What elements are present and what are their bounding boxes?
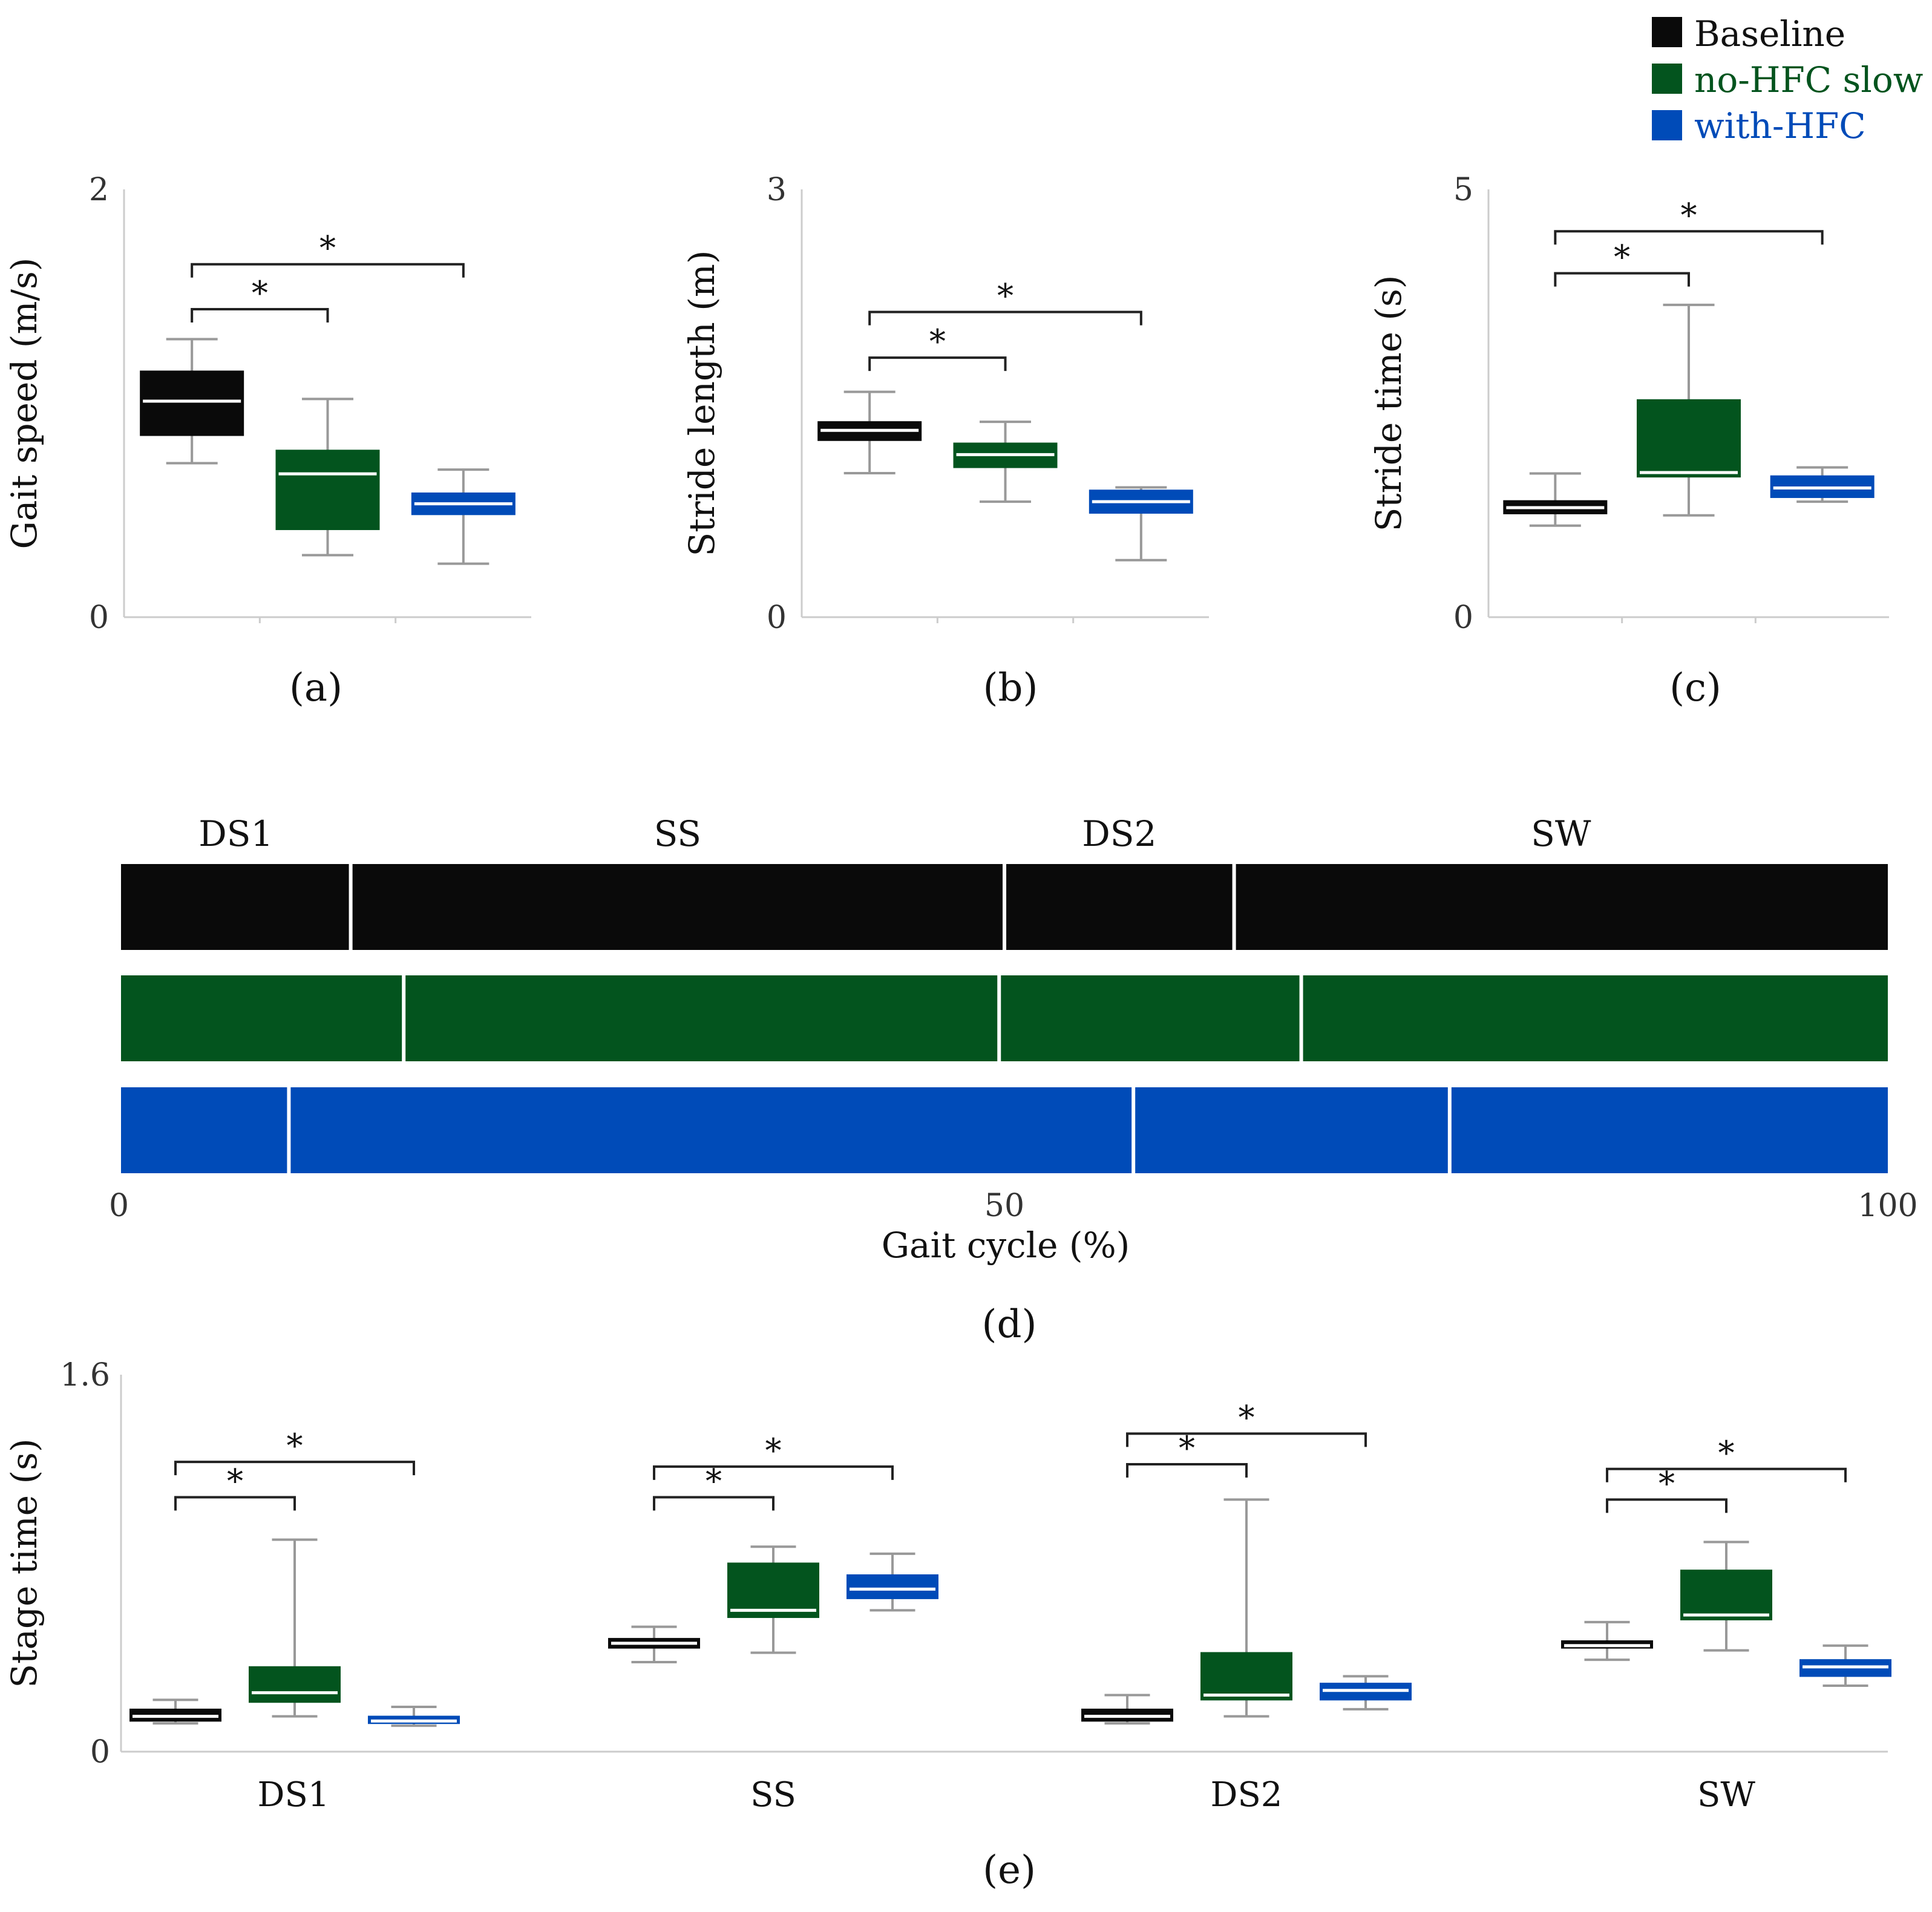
significance-ds1-1-bracket: [174, 1461, 415, 1476]
category-label-ds1: DS1: [258, 1775, 330, 1815]
significance-sw-1-star: *: [1718, 1434, 1735, 1472]
y-tick-label: 5: [1453, 172, 1473, 208]
significance-1-bracket: [868, 310, 1142, 326]
phase-label-ds2: DS2: [1082, 813, 1156, 854]
legend-label-with_hfc: with-HFC: [1694, 105, 1866, 146]
panel-label: (e): [983, 1848, 1036, 1893]
significance-ds2-1-star: *: [1239, 1398, 1255, 1436]
box-baseline-box: [140, 370, 244, 436]
y-axis-title: Stride length (m): [681, 250, 722, 557]
significance-sw-0-star: *: [1659, 1464, 1675, 1502]
y-axis-title: Stride time (s): [1368, 275, 1409, 532]
legend-label-baseline: Baseline: [1694, 13, 1845, 54]
panel-label: (b): [983, 666, 1038, 710]
significance-ds2-0-bracket: [1126, 1462, 1248, 1478]
phase-label-ds1: DS1: [198, 813, 273, 854]
x-tick-label: 100: [1858, 1188, 1917, 1224]
significance-ds2-0-star: *: [1179, 1429, 1195, 1467]
y-tick-label: 0: [90, 1734, 110, 1770]
panel-label: (c): [1669, 666, 1721, 710]
significance-1-star: *: [319, 229, 336, 267]
significance-ss-0-bracket: [653, 1496, 774, 1511]
phase-bar-with_hfc: [121, 1087, 1888, 1173]
phase-label-sw: SW: [1531, 813, 1591, 854]
category-label-ss: SS: [750, 1775, 796, 1815]
x-tick-label: 50: [984, 1188, 1024, 1224]
category-label-sw: SW: [1697, 1775, 1755, 1815]
significance-ds2-1-bracket: [1126, 1432, 1367, 1447]
panel-label: (a): [289, 666, 342, 710]
significance-sw-1-bracket: [1606, 1467, 1847, 1482]
legend-swatch-with_hfc: [1652, 110, 1682, 140]
panel-d-gait-cycle: DS1 SS DS2 SW 0 50 100 Gait cycle (%) (d): [109, 813, 1918, 1347]
y-axis-title: Stage time (s): [4, 1438, 45, 1688]
box-ds1-no_hfc_slow-box: [249, 1666, 341, 1703]
significance-1-star: *: [1681, 196, 1697, 234]
significance-1-star: *: [997, 277, 1013, 315]
significance-ds1-0-bracket: [174, 1496, 296, 1511]
panel-label: (d): [982, 1302, 1037, 1347]
x-tick-label: 0: [109, 1188, 129, 1224]
legend-label-no_hfc_slow: no-HFC slow: [1694, 59, 1923, 100]
phase-bar-no_hfc_slow: [121, 975, 1888, 1061]
significance-0-star: *: [929, 322, 946, 361]
significance-ss-1-bracket: [653, 1465, 894, 1480]
legend: Baseline no-HFC slow with-HFC: [1652, 13, 1923, 146]
box-no_hfc_slow-box: [275, 450, 380, 531]
box-no_hfc_slow-box: [1637, 399, 1741, 478]
x-axis-title: Gait cycle (%): [882, 1225, 1130, 1266]
y-axis-title: Gait speed (m/s): [4, 258, 45, 549]
significance-ds1-1-star: *: [287, 1427, 303, 1465]
phase-label-ss: SS: [654, 813, 701, 854]
significance-0-star: *: [1614, 238, 1630, 277]
legend-swatch-no_hfc_slow: [1652, 64, 1682, 94]
box-ss-no_hfc_slow-box: [727, 1562, 819, 1619]
significance-ss-0-star: *: [706, 1462, 722, 1500]
significance-ds1-0-star: *: [227, 1462, 243, 1500]
panel-b-stride-length: 0 3 Stride length (m) * * (b): [681, 172, 1209, 710]
significance-0-bracket: [1554, 272, 1690, 287]
box-ds2-no_hfc_slow-box: [1200, 1652, 1292, 1701]
significance-1-bracket: [191, 263, 465, 278]
significance-0-bracket: [868, 356, 1007, 372]
panel-e-stage-time: 0 1.6 Stage time (s) * * DS1 * * SS * * DS2 * * SW (e): [4, 1357, 1891, 1893]
category-label-ds2: DS2: [1211, 1775, 1283, 1815]
y-tick-label: 1.6: [60, 1357, 110, 1393]
box-ss-with_hfc-box: [846, 1574, 938, 1599]
legend-swatch-baseline: [1652, 17, 1682, 47]
significance-1-bracket: [1554, 230, 1824, 245]
y-tick-label: 2: [89, 172, 109, 208]
panel-c-stride-time: 0 5 Stride time (s) * * (c): [1368, 172, 1889, 710]
significance-ss-1-star: *: [765, 1432, 782, 1470]
significance-sw-0-bracket: [1606, 1498, 1727, 1513]
box-sw-no_hfc_slow-box: [1680, 1570, 1772, 1620]
y-tick-label: 0: [89, 600, 109, 636]
significance-0-bracket: [191, 307, 329, 322]
significance-0-star: *: [252, 274, 268, 312]
y-tick-label: 0: [767, 600, 787, 636]
y-tick-label: 0: [1453, 600, 1473, 636]
panel-a-gait-speed: 0 2 Gait speed (m/s) * * (a): [4, 172, 531, 710]
y-tick-label: 3: [767, 172, 787, 208]
